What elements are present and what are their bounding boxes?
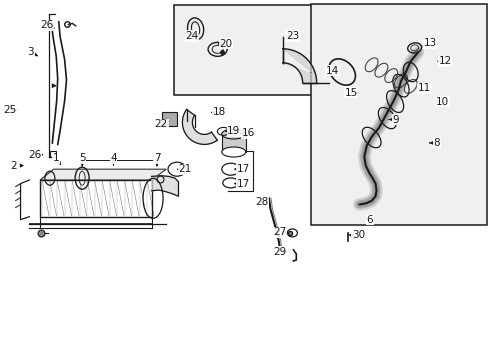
Text: 27: 27 <box>272 227 286 237</box>
Ellipse shape <box>221 129 245 139</box>
Text: 15: 15 <box>344 88 357 98</box>
Text: 23: 23 <box>285 31 299 41</box>
Text: 24: 24 <box>184 31 198 41</box>
Text: 21: 21 <box>178 164 191 174</box>
Text: 12: 12 <box>437 56 451 66</box>
Text: 29: 29 <box>272 247 286 257</box>
Text: 8: 8 <box>432 138 439 148</box>
Polygon shape <box>40 169 166 180</box>
Text: 7: 7 <box>153 153 160 163</box>
Text: 14: 14 <box>325 66 339 76</box>
Text: 11: 11 <box>417 83 430 93</box>
Ellipse shape <box>221 147 245 157</box>
Text: 10: 10 <box>435 96 448 107</box>
Text: 19: 19 <box>226 126 240 136</box>
Polygon shape <box>182 109 217 144</box>
Bar <box>221 132 245 152</box>
Text: 5: 5 <box>79 153 85 163</box>
Polygon shape <box>282 49 316 83</box>
Text: 17: 17 <box>236 164 250 174</box>
Text: 3: 3 <box>27 47 34 57</box>
Text: 25: 25 <box>3 105 17 115</box>
Text: 26: 26 <box>40 20 53 30</box>
Text: 30: 30 <box>351 230 364 240</box>
Text: 2: 2 <box>10 161 17 171</box>
Text: 9: 9 <box>392 114 399 125</box>
Bar <box>310 4 486 225</box>
Text: 26: 26 <box>28 150 42 160</box>
Text: 17: 17 <box>236 179 250 189</box>
Bar <box>173 5 315 95</box>
Text: 6: 6 <box>366 215 372 225</box>
Text: 28: 28 <box>254 197 268 207</box>
Text: 1: 1 <box>53 153 60 163</box>
Text: 18: 18 <box>212 107 225 117</box>
Bar <box>40 180 151 217</box>
Text: 16: 16 <box>241 128 255 138</box>
Text: 22: 22 <box>154 119 168 129</box>
Text: 20: 20 <box>219 39 232 49</box>
Text: 4: 4 <box>110 153 117 163</box>
Bar <box>162 112 177 126</box>
Polygon shape <box>151 176 178 196</box>
Text: 13: 13 <box>423 38 436 48</box>
